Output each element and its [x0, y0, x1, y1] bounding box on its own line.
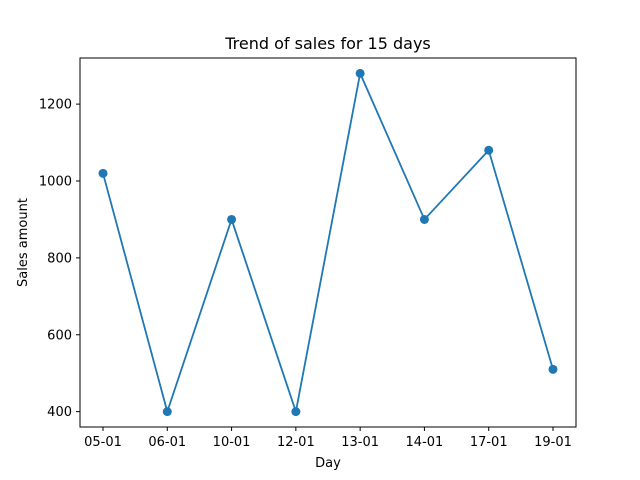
- series-line: [102, 72, 554, 413]
- y-tick-label: 1200: [39, 98, 72, 113]
- x-tick-label: 06-01: [148, 435, 186, 450]
- x-tick-label: 05-01: [84, 435, 122, 450]
- plot-frame: [79, 57, 577, 428]
- y-tick-label: 1000: [39, 175, 72, 190]
- x-tick-label: 13-01: [341, 435, 379, 450]
- y-tick-label: 400: [47, 405, 72, 420]
- x-tick-label: 10-01: [213, 435, 251, 450]
- chart-title: Trend of sales for 15 days: [224, 34, 431, 53]
- x-tick-label: 14-01: [406, 435, 444, 450]
- y-axis-label: Sales amount: [16, 198, 31, 287]
- data-point: [227, 214, 237, 224]
- x-tick-label: 12-01: [277, 435, 315, 450]
- y-tick-label: 600: [47, 328, 72, 343]
- data-point: [98, 168, 108, 178]
- data-point: [419, 214, 429, 224]
- y-axis: 400 600 800 1000 1200: [39, 98, 80, 420]
- data-point: [484, 145, 494, 155]
- x-axis: 05-01 06-01 10-01 12-01 13-01 14-01 17-01 19-01: [84, 427, 572, 450]
- data-point: [548, 364, 558, 374]
- x-tick-label: 17-01: [470, 435, 508, 450]
- data-point: [291, 407, 301, 417]
- data-point: [355, 68, 365, 78]
- y-tick-label: 800: [47, 251, 72, 266]
- plot-area: [98, 68, 558, 417]
- x-tick-label: 19-01: [534, 435, 572, 450]
- x-axis-label: Day: [315, 456, 341, 471]
- data-point: [162, 407, 172, 417]
